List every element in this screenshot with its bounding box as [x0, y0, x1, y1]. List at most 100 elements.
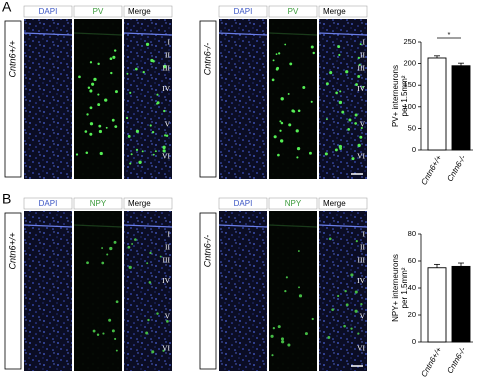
cell — [86, 113, 89, 116]
cell — [156, 93, 159, 96]
layer-label: II — [165, 243, 170, 252]
cell — [277, 153, 280, 157]
cell — [162, 149, 166, 153]
cell — [359, 43, 362, 46]
cell — [104, 98, 108, 102]
cell — [281, 340, 285, 344]
cell — [328, 237, 332, 241]
genotype-label: Cntn6-/- — [202, 235, 212, 268]
cell — [338, 100, 343, 105]
layer-label: III — [358, 255, 366, 264]
header-box — [123, 5, 173, 18]
cell — [142, 70, 145, 74]
pia — [73, 32, 123, 36]
cell — [360, 303, 363, 306]
cell — [354, 309, 358, 313]
cell — [138, 160, 142, 164]
cell — [285, 276, 288, 279]
header-box — [73, 197, 123, 210]
cell — [279, 129, 282, 132]
cell — [113, 49, 117, 52]
cell — [75, 153, 79, 156]
layer-label: VI — [162, 151, 170, 160]
header-box — [123, 197, 173, 210]
cell — [296, 156, 299, 159]
panel-letter: B — [2, 191, 11, 207]
micrograph — [219, 211, 267, 371]
pia — [123, 32, 173, 36]
channel-header: DAPI — [39, 199, 58, 208]
layer-label: VI — [162, 343, 170, 352]
pia — [318, 224, 368, 228]
bar — [427, 267, 447, 343]
cell — [141, 150, 144, 153]
cell — [271, 78, 275, 82]
y-tick-label: 100 — [403, 102, 416, 111]
cell — [360, 126, 363, 130]
bar — [451, 265, 471, 343]
cell — [126, 72, 129, 75]
cell — [151, 350, 155, 354]
cell — [114, 90, 118, 94]
genotype-box — [199, 212, 217, 370]
cell — [129, 162, 132, 165]
channel-header: DAPI — [234, 199, 253, 208]
cell — [288, 123, 292, 127]
cell — [312, 51, 315, 55]
cell — [135, 129, 140, 133]
y-tick-label: 80 — [408, 229, 416, 238]
cell — [275, 53, 278, 56]
cell — [156, 312, 159, 315]
x-tick-label: Cntn6+/+ — [419, 345, 443, 377]
cell — [272, 327, 276, 330]
layer-label: I — [363, 230, 366, 239]
channel-header: PV — [288, 7, 299, 16]
cell — [87, 86, 91, 89]
cell — [110, 71, 113, 75]
layer-label: III — [163, 255, 171, 264]
cell — [129, 91, 132, 94]
cell — [270, 334, 274, 338]
pia — [218, 32, 268, 36]
micrograph — [24, 19, 72, 179]
header-box — [218, 5, 268, 18]
cell — [297, 109, 301, 113]
cell — [357, 75, 361, 78]
micrograph — [319, 211, 367, 371]
y-tick-label: 0 — [412, 145, 416, 154]
micrograph — [74, 19, 122, 179]
cell — [93, 77, 97, 82]
cell — [98, 124, 102, 128]
pia — [23, 32, 73, 36]
cell — [298, 286, 300, 289]
cell — [114, 125, 118, 129]
cell — [89, 61, 93, 64]
cell — [357, 332, 360, 335]
cell — [89, 132, 93, 136]
cell — [273, 135, 277, 139]
cell — [99, 151, 103, 156]
cell — [154, 150, 157, 153]
cell — [292, 110, 296, 113]
cell — [334, 148, 338, 152]
significance-label: * — [448, 30, 451, 39]
cell — [92, 329, 96, 333]
cell — [345, 303, 349, 307]
channel-header: NPY — [90, 199, 107, 208]
cell — [106, 253, 109, 256]
cell — [272, 59, 275, 62]
cell — [344, 289, 347, 293]
cell — [310, 100, 313, 103]
y-tick-label: 50 — [408, 123, 416, 132]
micrograph — [124, 211, 172, 371]
cell — [357, 56, 360, 60]
channel-header: NPY — [285, 199, 302, 208]
layer-label: IV — [162, 84, 170, 93]
layer-label: VI — [357, 151, 365, 160]
cell — [91, 82, 95, 86]
cell — [135, 148, 139, 151]
genotype-box — [199, 20, 217, 178]
cell — [310, 45, 314, 49]
cell — [159, 255, 162, 258]
